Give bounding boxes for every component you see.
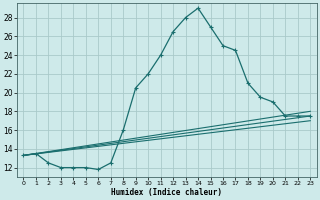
X-axis label: Humidex (Indice chaleur): Humidex (Indice chaleur) <box>111 188 222 197</box>
